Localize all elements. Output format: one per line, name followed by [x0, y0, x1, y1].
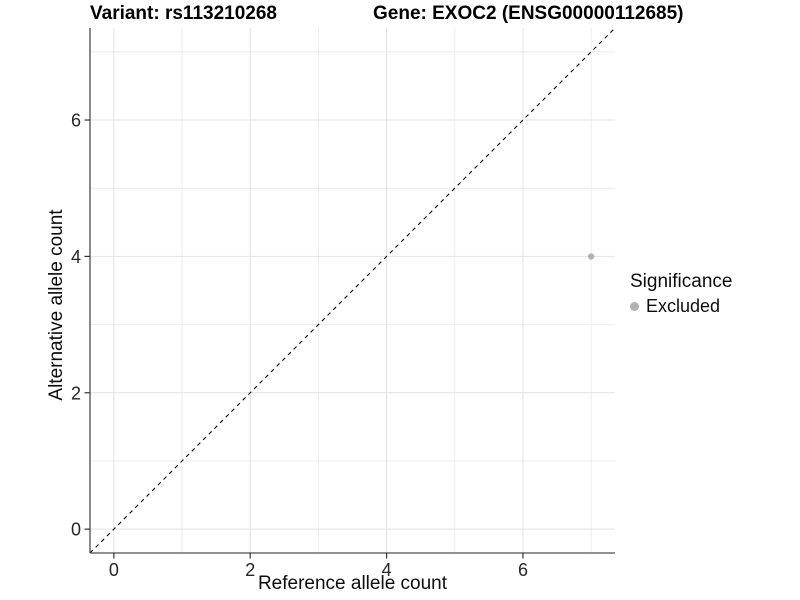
legend-item-label: Excluded	[646, 296, 721, 316]
legend: Significance Excluded	[630, 271, 732, 317]
x-tick-label: 6	[518, 560, 528, 580]
y-tick-label: 0	[71, 520, 81, 540]
legend-items: Excluded	[630, 296, 732, 317]
y-tick-label: 2	[71, 383, 81, 403]
y-axis-title: Alternative allele count	[46, 209, 67, 401]
legend-point-icon	[630, 302, 639, 311]
gene-title: Gene: EXOC2 (ENSG00000112685)	[373, 3, 684, 24]
y-tick-label: 4	[71, 247, 81, 267]
data-point	[587, 253, 595, 260]
y-tick-label: 6	[71, 111, 81, 131]
legend-item: Excluded	[630, 296, 732, 317]
variant-title: Variant: rs113210268	[90, 3, 277, 24]
identity-line	[89, 27, 616, 554]
x-tick-label: 0	[109, 560, 119, 580]
legend-title: Significance	[630, 271, 733, 292]
x-tick-label: 4	[382, 560, 392, 580]
x-tick-label: 2	[245, 560, 255, 580]
x-axis-title: Reference allele count	[257, 573, 448, 594]
